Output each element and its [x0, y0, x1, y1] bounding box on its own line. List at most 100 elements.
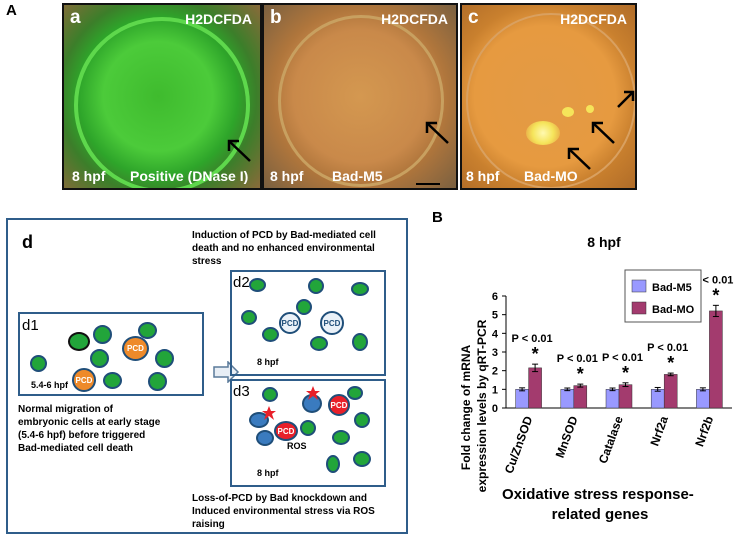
significance-star: *: [577, 364, 584, 384]
x-axis-label-line: related genes: [552, 506, 649, 523]
d1-caption: Normal migration of embryonic cells at e…: [18, 403, 160, 455]
y-tick-label: 3: [492, 347, 498, 359]
x-tick-label: Catalase: [596, 414, 626, 465]
significance-star: *: [622, 363, 629, 383]
p-value-label: P < 0.01: [692, 274, 733, 286]
d1-caption-line: Bad-mediated cell death: [18, 443, 134, 454]
arrow-icon: [425, 121, 449, 144]
image-a-time: 8 hpf: [72, 168, 106, 184]
embryonic-cell: [353, 451, 371, 467]
embryonic-cell: [326, 455, 340, 473]
pcd-cell: PCD: [320, 311, 344, 335]
arrow-icon: [591, 121, 615, 144]
embryonic-cell: [262, 387, 278, 402]
d1-label: d1: [22, 317, 39, 334]
pcd-cell: PCD: [72, 368, 96, 392]
ros-stressed-cell: [249, 412, 269, 428]
significance-star: *: [712, 285, 719, 305]
embryonic-cell: [68, 332, 90, 351]
bar-chart: 8 hpf Fold change of mRNA expression lev…: [459, 234, 733, 523]
fluorescent-spot: [562, 107, 574, 117]
embryo-outline: [278, 15, 444, 187]
pcd-cell: PCD: [274, 421, 298, 441]
bar-bad-m5: [560, 389, 575, 409]
y-tick-label: 4: [492, 328, 499, 340]
embryonic-cell: [148, 372, 167, 391]
legend-label: Bad-MO: [652, 304, 695, 316]
legend-swatch: [631, 279, 647, 293]
embryonic-cell: [296, 299, 312, 315]
d2-caption-line: death and no enhanced environmental: [192, 243, 375, 254]
arrow-icon: [617, 90, 635, 108]
bar-bad-mo: [573, 385, 588, 409]
embryonic-cell: [308, 278, 324, 294]
d3-label: d3: [233, 383, 250, 400]
x-tick-label: MnSOD: [553, 414, 581, 460]
image-a-dye: H2DCFDA: [185, 11, 252, 27]
embryo-outline: [466, 13, 635, 188]
embryonic-cell: [93, 325, 112, 344]
x-tick-label: Nrf2b: [692, 414, 716, 448]
image-c-letter: c: [468, 7, 479, 28]
embryonic-cell: [354, 412, 370, 428]
image-a-letter: a: [70, 7, 81, 28]
panel-a-letter: A: [6, 2, 17, 19]
image-c-time: 8 hpf: [466, 168, 500, 184]
fluorescent-spot: [526, 121, 560, 145]
significance-star: *: [667, 353, 674, 373]
bar-bad-mo: [709, 310, 723, 409]
y-axis-label: Fold change of mRNA expression levels by…: [459, 319, 489, 492]
d2-caption-line: stress: [192, 256, 222, 267]
embryonic-cell: [300, 420, 316, 436]
panel-d-letter: d: [22, 232, 33, 252]
embryonic-cell: [347, 386, 363, 400]
embryonic-cell: [332, 430, 350, 445]
embryonic-cell: [138, 322, 157, 339]
image-b-time: 8 hpf: [270, 168, 304, 184]
d3-stage: 8 hpf: [257, 468, 279, 478]
arrow-icon: [567, 147, 591, 170]
p-value-label: P < 0.01: [557, 353, 598, 365]
significance-star: *: [532, 344, 539, 364]
d3-box: [230, 379, 386, 487]
pcd-label: PCD: [330, 400, 348, 410]
pcd-cell: PCD: [328, 394, 350, 416]
image-b-label: Bad-M5: [332, 168, 383, 184]
pcd-cell: PCD: [279, 312, 301, 334]
arrow-icon: [227, 139, 251, 162]
pcd-label: PCD: [75, 375, 93, 385]
embryonic-cell: [155, 349, 174, 368]
panel-d-frame: [6, 218, 408, 534]
embryonic-cell: [352, 333, 368, 351]
y-tick-label: 1: [492, 384, 498, 396]
bar-bad-mo: [528, 367, 542, 409]
d3-caption-line: raising: [192, 519, 225, 530]
embryonic-cell: [249, 278, 266, 292]
x-tick-label: Cu/ZnSOD: [502, 414, 536, 475]
image-c-bad-mo: c H2DCFDA 8 hpf Bad-MO: [460, 3, 637, 190]
image-b-dye: H2DCFDA: [381, 11, 448, 27]
d1-box: [18, 312, 204, 396]
y-tick-label: 0: [492, 403, 498, 415]
ros-stressed-cell: [256, 430, 274, 446]
image-b-bad-m5: b H2DCFDA 8 hpf Bad-M5: [262, 3, 458, 190]
image-c-dye: H2DCFDA: [560, 11, 627, 27]
ros-star-icon: [262, 406, 276, 420]
bar-bad-mo: [618, 384, 633, 409]
x-axis-label-line: Oxidative stress response-: [502, 486, 694, 503]
chart-title: 8 hpf: [587, 234, 621, 250]
x-tick-label: Nrf2a: [647, 414, 671, 448]
d1-caption-line: embryonic cells at early stage: [18, 417, 161, 428]
right-arrow-icon: [213, 361, 240, 383]
y-axis-label-line: expression levels by qRT-PCR: [475, 319, 489, 492]
legend: Bad-M5 Bad-MO: [624, 269, 702, 323]
image-b-letter: b: [270, 7, 282, 28]
ros-star-icon: [306, 386, 320, 400]
pcd-label: PCD: [277, 426, 295, 436]
embryonic-cell: [310, 336, 328, 351]
pcd-label: PCD: [127, 344, 144, 353]
image-a-label: Positive (DNase I): [130, 168, 249, 184]
scale-bar: [416, 183, 440, 185]
d2-label: d2: [233, 274, 250, 291]
bar-bad-m5: [650, 389, 665, 409]
